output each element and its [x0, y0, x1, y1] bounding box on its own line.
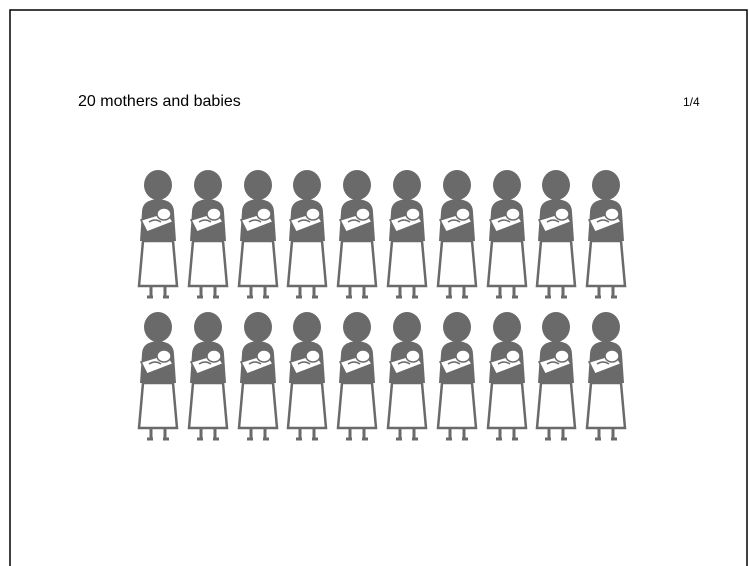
mother-icon [286, 168, 328, 299]
page-number: 1/4 [683, 95, 700, 109]
icon-grid [137, 168, 627, 441]
mother-icon [386, 310, 428, 441]
mother-icon [585, 310, 627, 441]
mother-icon [436, 310, 478, 441]
mother-icon [585, 168, 627, 299]
mother-icon [286, 310, 328, 441]
mother-icon [486, 168, 528, 299]
mother-icon [187, 168, 229, 299]
mother-icon [137, 310, 179, 441]
slide-frame [9, 9, 748, 566]
mother-icon [386, 168, 428, 299]
mother-icon [187, 310, 229, 441]
mother-icon [535, 310, 577, 441]
mother-icon [336, 168, 378, 299]
mother-icon [237, 168, 279, 299]
mother-icon [486, 310, 528, 441]
mother-icon [237, 310, 279, 441]
mother-icon [336, 310, 378, 441]
mother-icon [535, 168, 577, 299]
mother-icon [436, 168, 478, 299]
slide-title: 20 mothers and babies [78, 93, 241, 110]
mother-icon [137, 168, 179, 299]
